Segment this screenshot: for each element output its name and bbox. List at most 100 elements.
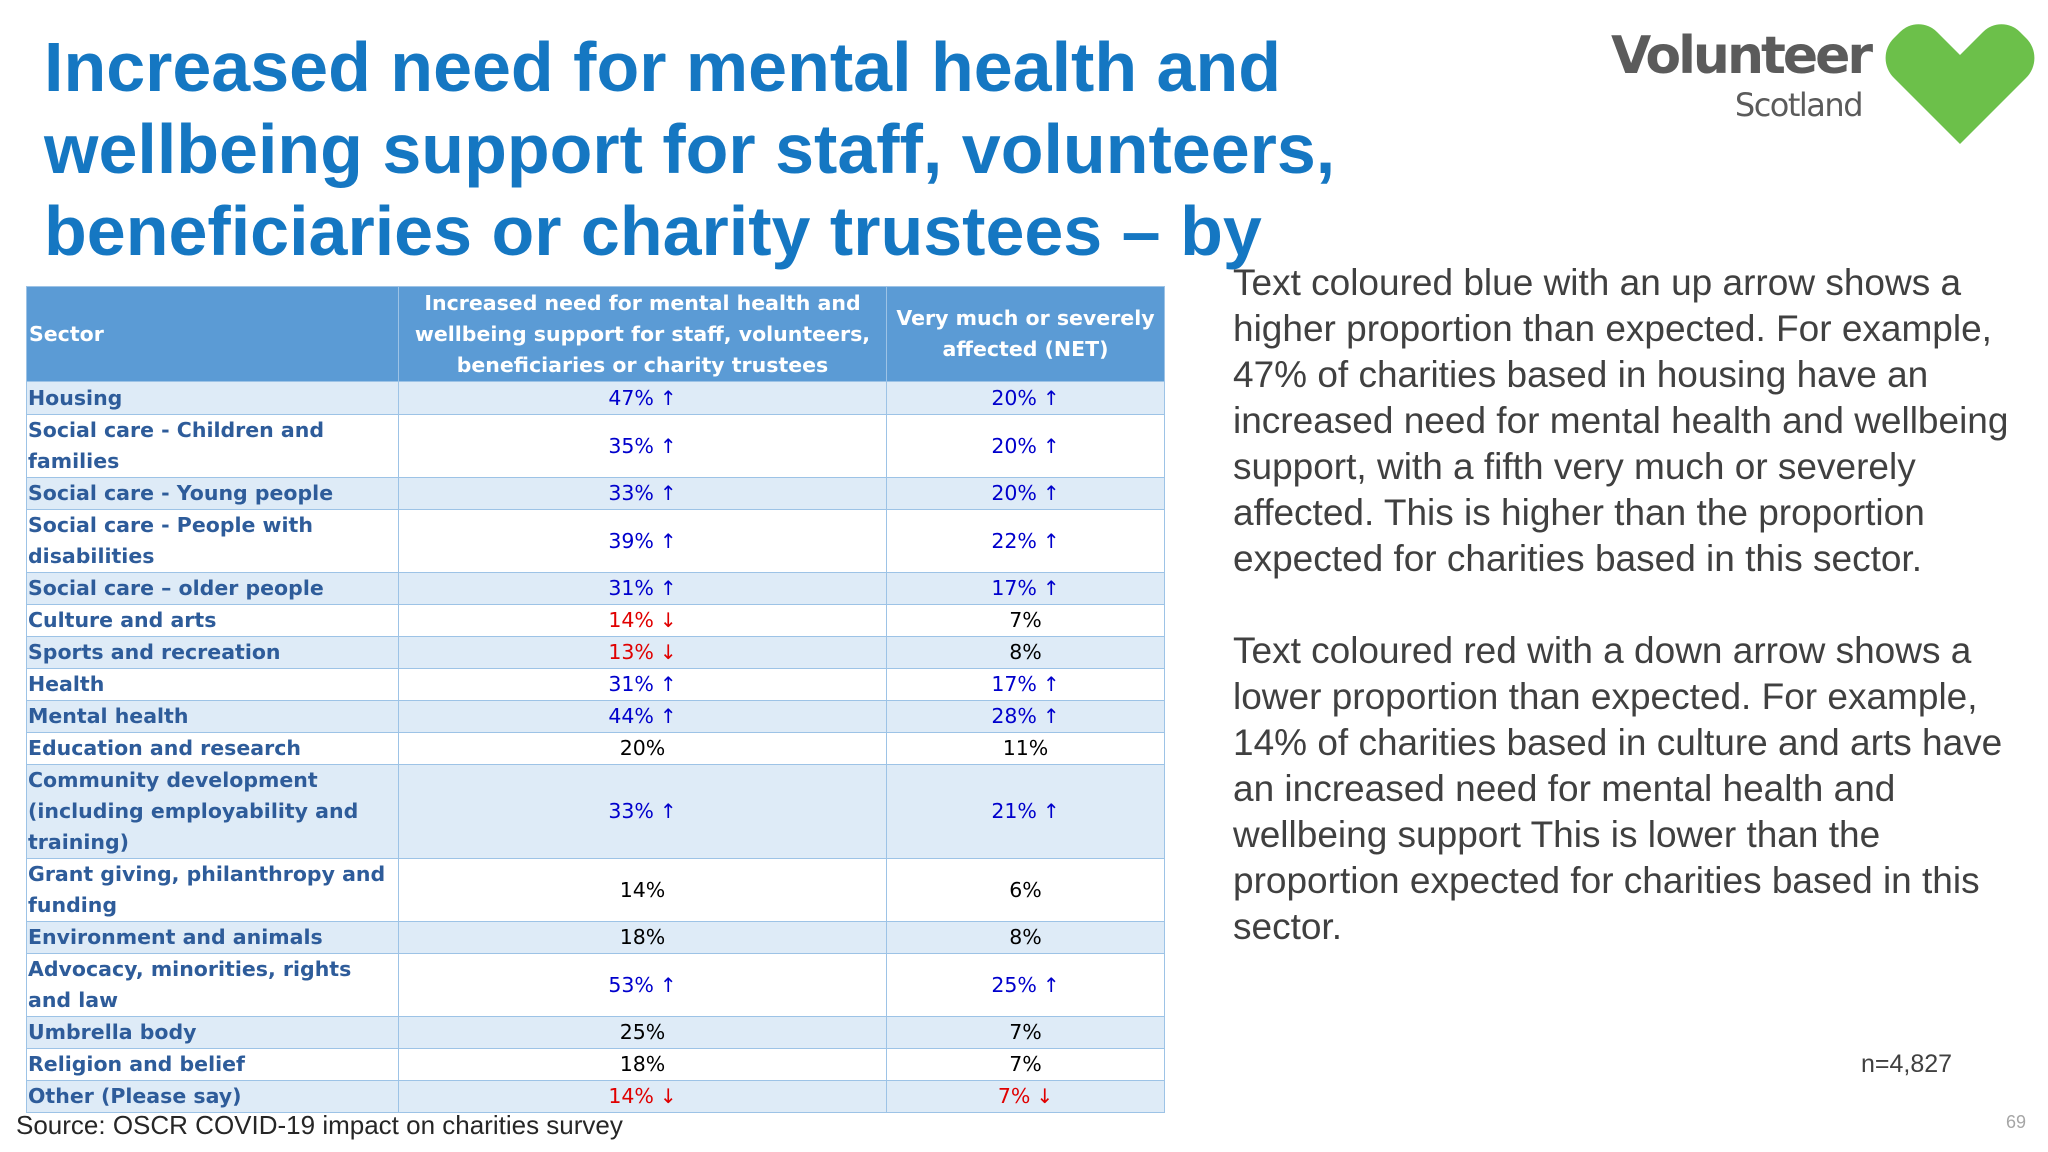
table-header-row: Sector Increased need for mental health … xyxy=(26,286,1165,382)
logo-wordmark-volunteer: Volunteer xyxy=(1610,26,1873,86)
row-sector: Community development (including employa… xyxy=(26,764,399,859)
row-need-value: 14% ↓ xyxy=(398,604,887,637)
arrow-up-icon: ↑ xyxy=(659,385,677,410)
row-affected-value: 22% ↑ xyxy=(886,509,1165,573)
row-sector: Culture and arts xyxy=(26,604,399,637)
table-row: Environment and animals 18% 8% xyxy=(26,921,1165,954)
row-affected-value: 17% ↑ xyxy=(886,572,1165,605)
header-sector: Sector xyxy=(26,286,399,382)
row-need-value: 18% xyxy=(398,921,887,954)
row-need-value: 25% xyxy=(398,1016,887,1049)
sector-table: Sector Increased need for mental health … xyxy=(26,286,1165,1113)
arrow-down-icon: ↓ xyxy=(659,640,677,664)
row-sector: Education and research xyxy=(26,732,399,765)
arrow-up-icon: ↑ xyxy=(1042,972,1060,997)
legend-explanation: Text coloured blue with an up arrow show… xyxy=(1233,260,2013,950)
row-sector: Housing xyxy=(26,381,399,415)
row-sector: Social care - Young people xyxy=(26,477,399,510)
row-affected-value: 6% xyxy=(886,858,1165,922)
row-need-value: 14% xyxy=(398,858,887,922)
row-affected-value: 11% xyxy=(886,732,1165,765)
source-note: Source: OSCR COVID-19 impact on charitie… xyxy=(16,1110,623,1140)
row-need-value: 14% ↓ xyxy=(398,1080,887,1113)
arrow-up-icon: ↑ xyxy=(659,972,677,997)
arrow-up-icon: ↑ xyxy=(1042,799,1060,823)
table-row: Umbrella body 25% 7% xyxy=(26,1016,1165,1049)
row-need-value: 53% ↑ xyxy=(398,953,887,1017)
row-affected-value: 8% xyxy=(886,921,1165,954)
row-need-value: 33% ↑ xyxy=(398,764,887,859)
row-affected-value: 7% xyxy=(886,1048,1165,1081)
logo-wordmark-scotland: Scotland xyxy=(1734,86,1864,124)
higher-than-expected-note: Text coloured blue with an up arrow show… xyxy=(1233,262,2009,579)
row-affected-value: 8% xyxy=(886,636,1165,669)
row-need-value: 44% ↑ xyxy=(398,700,887,733)
table-row: Sports and recreation 13% ↓ 8% xyxy=(26,636,1165,669)
table-row: Community development (including employa… xyxy=(26,764,1165,859)
row-need-value: 18% xyxy=(398,1048,887,1081)
table-row: Social care - Young people 33% ↑ 20% ↑ xyxy=(26,477,1165,510)
row-affected-value: 25% ↑ xyxy=(886,953,1165,1017)
arrow-up-icon: ↑ xyxy=(659,481,677,505)
row-need-value: 20% xyxy=(398,732,887,765)
row-affected-value: 7% ↓ xyxy=(886,1080,1165,1113)
table-row: Social care - People with disabilities 3… xyxy=(26,509,1165,573)
row-affected-value: 20% ↑ xyxy=(886,414,1165,478)
arrow-up-icon: ↑ xyxy=(659,672,677,696)
row-sector: Social care – older people xyxy=(26,572,399,605)
row-sector: Umbrella body xyxy=(26,1016,399,1049)
row-sector: Health xyxy=(26,668,399,701)
arrow-up-icon: ↑ xyxy=(1042,385,1060,410)
row-sector: Sports and recreation xyxy=(26,636,399,669)
row-sector: Grant giving, philanthropy and funding xyxy=(26,858,399,922)
row-need-value: 39% ↑ xyxy=(398,509,887,573)
arrow-up-icon: ↑ xyxy=(1042,576,1060,600)
heart-icon xyxy=(1885,24,2035,144)
table-row: Social care - Children and families 35% ↑… xyxy=(26,414,1165,478)
table-row: Health 31% ↑ 17% ↑ xyxy=(26,668,1165,701)
row-affected-value: 21% ↑ xyxy=(886,764,1165,859)
header-increased-need: Increased need for mental health and wel… xyxy=(398,286,887,382)
table-row: Grant giving, philanthropy and funding 1… xyxy=(26,858,1165,922)
row-sector: Social care - Children and families xyxy=(26,414,399,478)
row-need-value: 31% ↑ xyxy=(398,668,887,701)
table-row: Housing 47% ↑ 20% ↑ xyxy=(26,381,1165,415)
sample-size: n=4,827 xyxy=(1861,1050,1953,1078)
arrow-up-icon: ↑ xyxy=(659,433,677,458)
row-need-value: 31% ↑ xyxy=(398,572,887,605)
row-sector: Mental health xyxy=(26,700,399,733)
page-number: 69 xyxy=(2006,1112,2027,1132)
arrow-up-icon: ↑ xyxy=(1042,528,1060,553)
arrow-up-icon: ↑ xyxy=(659,704,677,728)
row-affected-value: 7% xyxy=(886,1016,1165,1049)
lower-than-expected-note: Text coloured red with a down arrow show… xyxy=(1233,630,2003,947)
arrow-up-icon: ↑ xyxy=(1042,704,1060,728)
volunteer-scotland-logo: Volunteer Scotland xyxy=(1611,20,2040,155)
arrow-up-icon: ↑ xyxy=(659,799,677,823)
row-need-value: 35% ↑ xyxy=(398,414,887,478)
row-need-value: 33% ↑ xyxy=(398,477,887,510)
arrow-up-icon: ↑ xyxy=(1042,672,1060,696)
row-need-value: 47% ↑ xyxy=(398,381,887,415)
row-sector: Advocacy, minorities, rights and law xyxy=(26,953,399,1017)
row-affected-value: 20% ↑ xyxy=(886,477,1165,510)
row-sector: Social care - People with disabilities xyxy=(26,509,399,573)
table-row: Social care – older people 31% ↑ 17% ↑ xyxy=(26,572,1165,605)
row-sector: Environment and animals xyxy=(26,921,399,954)
table-row: Other (Please say) 14% ↓ 7% ↓ xyxy=(26,1080,1165,1113)
arrow-up-icon: ↑ xyxy=(659,528,677,553)
table-row: Culture and arts 14% ↓ 7% xyxy=(26,604,1165,637)
row-sector: Other (Please say) xyxy=(26,1080,399,1113)
table-row: Mental health 44% ↑ 28% ↑ xyxy=(26,700,1165,733)
table-row: Religion and belief 18% 7% xyxy=(26,1048,1165,1081)
row-need-value: 13% ↓ xyxy=(398,636,887,669)
arrow-down-icon: ↓ xyxy=(659,1084,677,1108)
arrow-down-icon: ↓ xyxy=(659,608,677,632)
header-severely-affected: Very much or severely affected (NET) xyxy=(886,286,1165,382)
arrow-up-icon: ↑ xyxy=(659,576,677,600)
table-row: Advocacy, minorities, rights and law 53%… xyxy=(26,953,1165,1017)
row-sector: Religion and belief xyxy=(26,1048,399,1081)
table-row: Education and research 20% 11% xyxy=(26,732,1165,765)
row-affected-value: 28% ↑ xyxy=(886,700,1165,733)
row-affected-value: 7% xyxy=(886,604,1165,637)
